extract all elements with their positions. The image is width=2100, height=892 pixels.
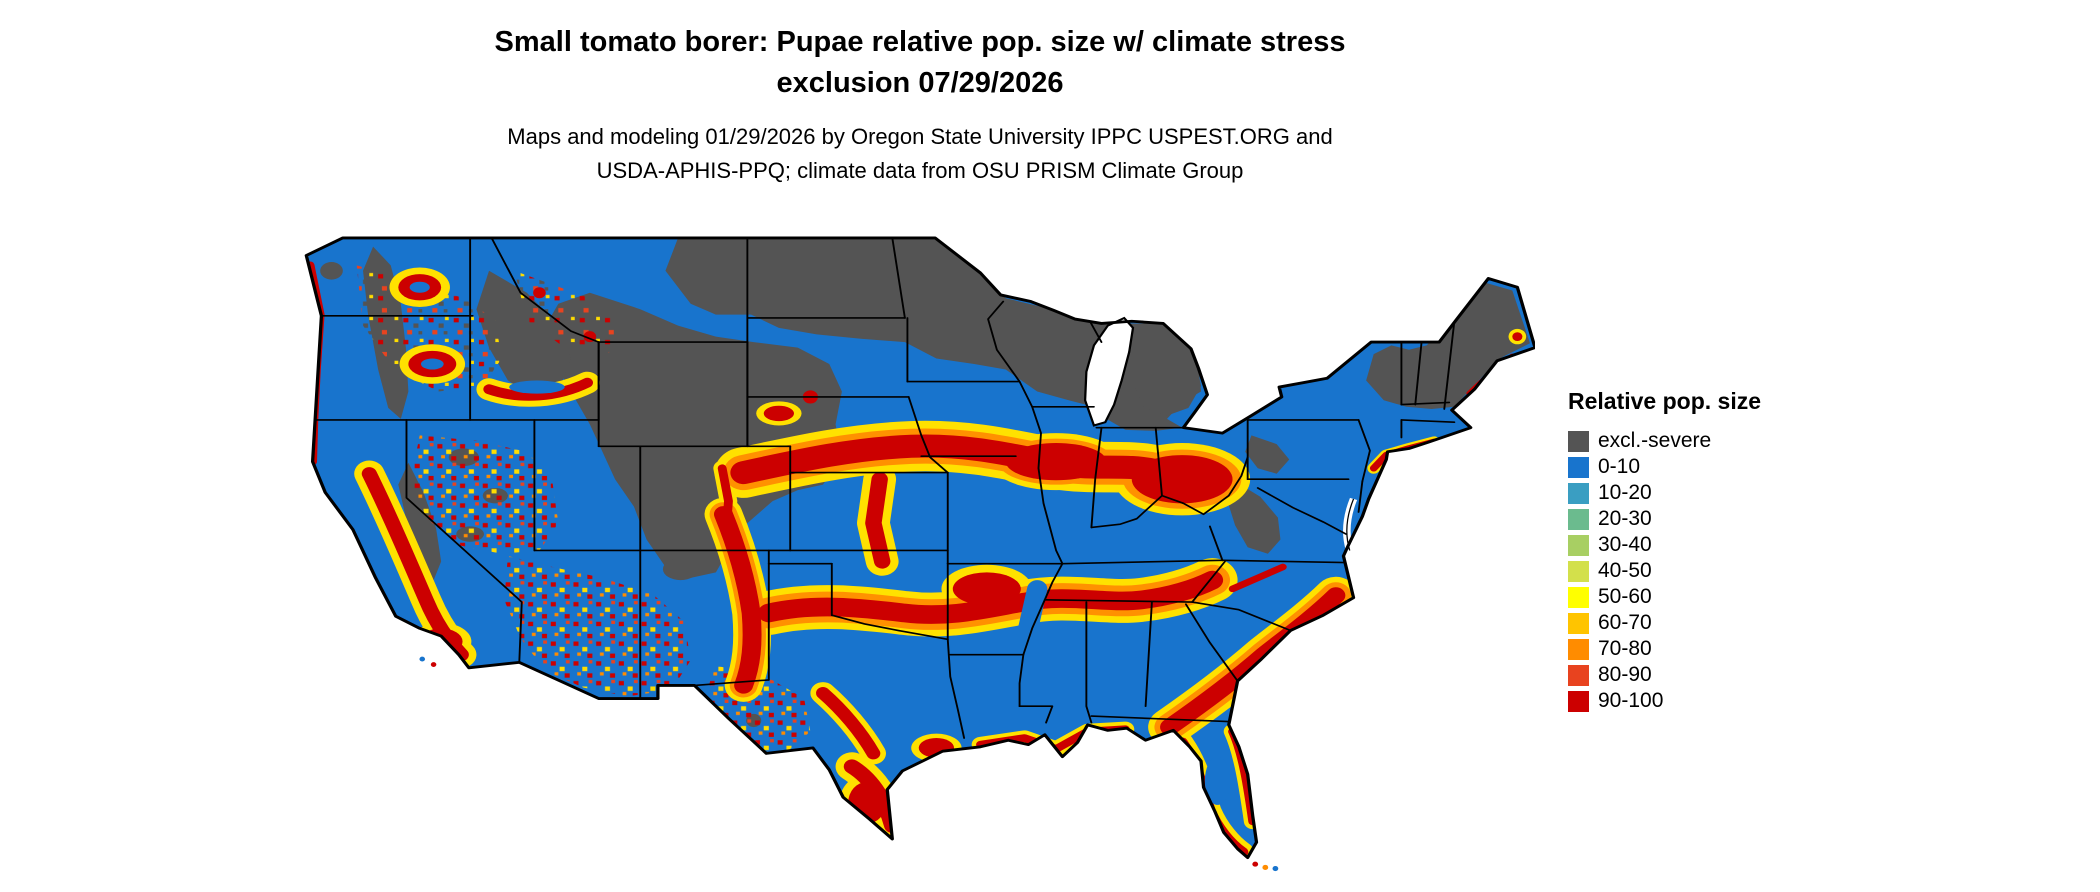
legend-swatch	[1568, 508, 1589, 530]
legend-items: excl.-severe 0-10 10-20 20-30 30-40 40-5…	[1568, 428, 1828, 714]
legend-swatch	[1568, 586, 1589, 608]
legend-item: 30-40	[1568, 532, 1828, 558]
legend-swatch	[1568, 612, 1589, 634]
legend-item: 0-10	[1568, 454, 1828, 480]
map-subtitle: Maps and modeling 01/29/2026 by Oregon S…	[310, 120, 1530, 188]
legend-item-label: 80-90	[1598, 663, 1652, 686]
legend-swatch	[1568, 456, 1589, 478]
legend-item: excl.-severe	[1568, 428, 1828, 454]
us-map-svg	[304, 236, 1535, 872]
legend-item-label: 0-10	[1598, 455, 1641, 478]
map-title: Small tomato borer: Pupae relative pop. …	[310, 22, 1530, 104]
legend-item: 20-30	[1568, 506, 1828, 532]
legend-swatch	[1568, 560, 1589, 582]
legend-item: 70-80	[1568, 636, 1828, 662]
legend-item-label: 90-100	[1598, 689, 1664, 712]
map-subtitle-line1: Maps and modeling 01/29/2026 by Oregon S…	[507, 124, 1333, 149]
legend-item: 90-100	[1568, 688, 1828, 714]
legend-item-label: excl.-severe	[1598, 429, 1712, 452]
legend-item-label: 20-30	[1598, 507, 1652, 530]
legend-swatch	[1568, 690, 1589, 712]
us-outline	[304, 236, 1535, 860]
legend-swatch	[1568, 482, 1589, 504]
legend-item-label: 40-50	[1598, 559, 1652, 582]
map-title-line1: Small tomato borer: Pupae relative pop. …	[494, 26, 1346, 58]
legend: Relative pop. size excl.-severe 0-10 10-…	[1568, 388, 1828, 714]
legend-swatch	[1568, 534, 1589, 556]
state-borders	[314, 237, 1456, 739]
map-title-line2: exclusion 07/29/2026	[776, 67, 1064, 99]
legend-item: 50-60	[1568, 584, 1828, 610]
offshore-islands	[419, 656, 1279, 872]
legend-item: 10-20	[1568, 480, 1828, 506]
legend-swatch	[1568, 430, 1589, 452]
map-subtitle-line2: USDA-APHIS-PPQ; climate data from OSU PR…	[596, 158, 1244, 183]
legend-item-label: 70-80	[1598, 637, 1652, 660]
legend-item-label: 10-20	[1598, 481, 1652, 504]
legend-swatch	[1568, 664, 1589, 686]
legend-item-label: 30-40	[1598, 533, 1652, 556]
legend-item: 60-70	[1568, 610, 1828, 636]
legend-item-label: 50-60	[1598, 585, 1652, 608]
legend-title: Relative pop. size	[1568, 388, 1762, 414]
us-map	[300, 205, 1535, 885]
legend-item: 40-50	[1568, 558, 1828, 584]
legend-item-label: 60-70	[1598, 611, 1652, 634]
legend-swatch	[1568, 638, 1589, 660]
figure-titles: Small tomato borer: Pupae relative pop. …	[310, 22, 1530, 188]
blue-core-cutouts	[409, 281, 1231, 805]
legend-item: 80-90	[1568, 662, 1828, 688]
